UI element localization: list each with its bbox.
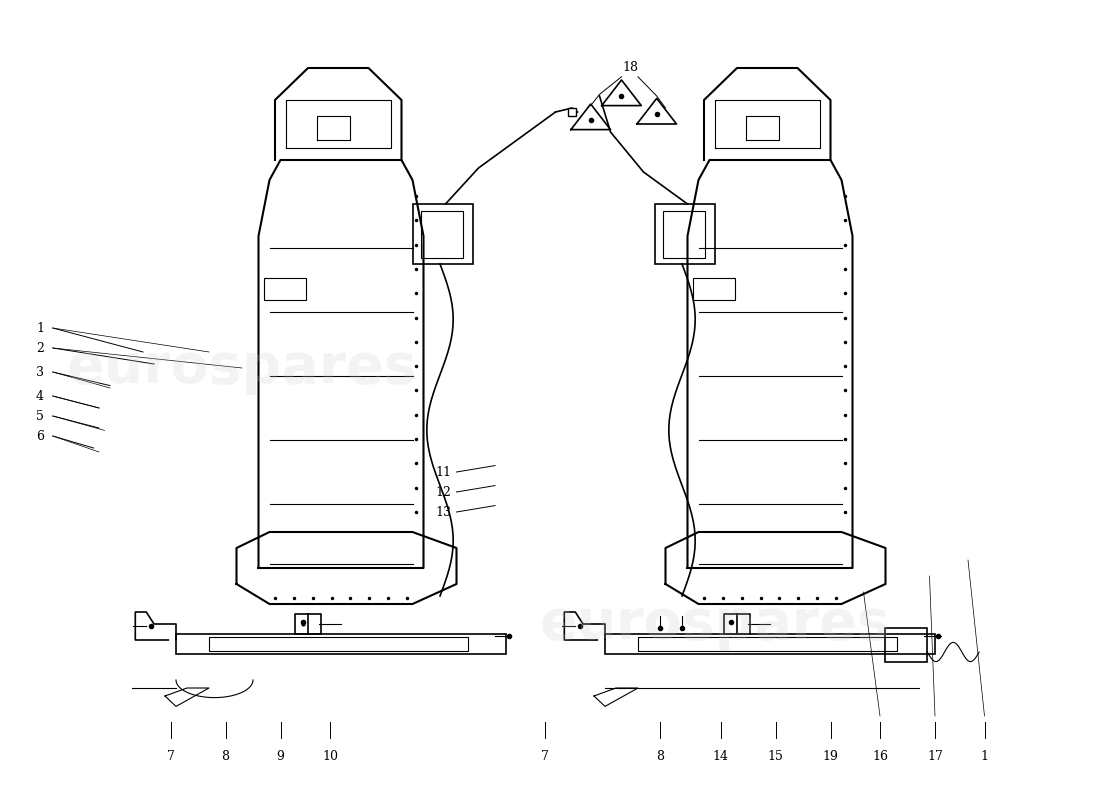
Text: 17: 17 — [927, 750, 943, 762]
Text: 13: 13 — [434, 506, 451, 518]
Text: 7: 7 — [540, 750, 549, 762]
Bar — [886, 628, 927, 662]
Text: 1: 1 — [980, 750, 989, 762]
Text: 14: 14 — [713, 750, 728, 762]
Bar — [176, 634, 506, 654]
Bar — [638, 637, 896, 651]
Text: 5: 5 — [36, 410, 44, 422]
Bar — [412, 204, 473, 264]
Text: 4: 4 — [36, 390, 44, 402]
Text: 1: 1 — [36, 322, 44, 334]
Text: 18: 18 — [623, 62, 638, 74]
Bar — [209, 637, 468, 651]
Bar — [693, 278, 735, 300]
Bar — [421, 211, 463, 258]
Text: 2: 2 — [36, 342, 44, 354]
Text: 19: 19 — [823, 750, 838, 762]
Text: eurospares: eurospares — [540, 597, 890, 651]
Text: 11: 11 — [434, 466, 451, 478]
Text: 12: 12 — [436, 486, 451, 498]
Bar — [264, 278, 306, 300]
Text: 15: 15 — [768, 750, 783, 762]
Text: 7: 7 — [166, 750, 175, 762]
Bar — [654, 204, 715, 264]
Text: 6: 6 — [36, 430, 44, 442]
Text: eurospares: eurospares — [67, 341, 417, 395]
Text: 8: 8 — [656, 750, 664, 762]
Text: 9: 9 — [276, 750, 285, 762]
Text: 8: 8 — [221, 750, 230, 762]
Bar — [663, 211, 705, 258]
Text: 10: 10 — [322, 750, 338, 762]
Text: 16: 16 — [872, 750, 888, 762]
Bar — [605, 634, 935, 654]
Text: 3: 3 — [36, 366, 44, 378]
